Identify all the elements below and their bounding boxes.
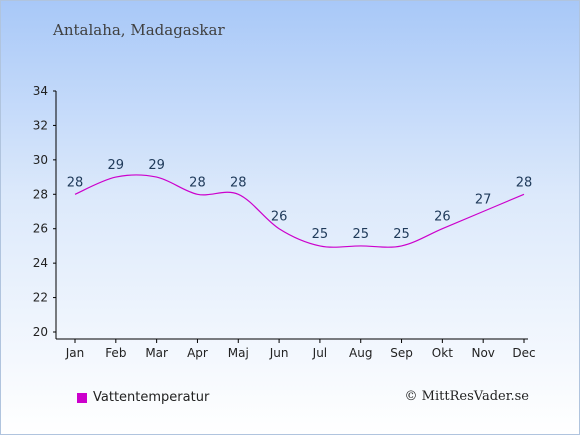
credit-text: © MittResVader.se	[404, 389, 529, 404]
x-tick-label: Maj	[228, 346, 249, 360]
x-tick-label: Mar	[145, 346, 168, 360]
data-label: 28	[67, 175, 84, 190]
x-tick-label: Dec	[512, 346, 535, 360]
x-tick-label: Jun	[269, 346, 289, 360]
data-label: 26	[271, 210, 288, 225]
data-label: 26	[434, 210, 451, 225]
legend: Vattentemperatur	[77, 390, 209, 405]
data-label: 28	[516, 175, 533, 190]
legend-label: Vattentemperatur	[93, 390, 210, 405]
data-label: 28	[189, 175, 206, 190]
data-label: 28	[230, 175, 247, 190]
y-tick-label: 24	[33, 256, 48, 270]
x-tick-label: Apr	[187, 346, 208, 360]
x-tick-label: Feb	[105, 346, 126, 360]
y-tick-label: 34	[33, 84, 48, 98]
x-tick-label: Okt	[432, 346, 453, 360]
x-tick-label: Jan	[65, 346, 85, 360]
water-temperature-chart: 20 22 24 26 28 30 32 34 Jan Feb Mar Apr Maj Jun Jul Aug…	[33, 84, 536, 360]
x-tick-label: Nov	[471, 346, 494, 360]
y-tick-label: 26	[33, 222, 48, 236]
water-temperature-line	[74, 174, 525, 248]
data-label: 29	[148, 158, 165, 173]
data-label: 29	[108, 158, 125, 173]
data-label: 25	[352, 227, 369, 242]
data-label: 25	[312, 227, 329, 242]
legend-swatch	[77, 392, 87, 403]
y-tick-label: 32	[33, 118, 48, 132]
location-title: Antalaha, Madagaskar	[53, 21, 225, 39]
data-label: 25	[393, 227, 410, 242]
y-tick-label: 28	[33, 187, 48, 201]
y-tick-label: 30	[33, 153, 48, 167]
x-tick-label: Sep	[390, 346, 413, 360]
y-tick-label: 22	[33, 291, 48, 305]
y-tick-label: 20	[33, 325, 48, 339]
data-label: 27	[475, 193, 492, 208]
x-tick-label: Aug	[349, 346, 372, 360]
x-tick-label: Jul	[312, 346, 327, 360]
